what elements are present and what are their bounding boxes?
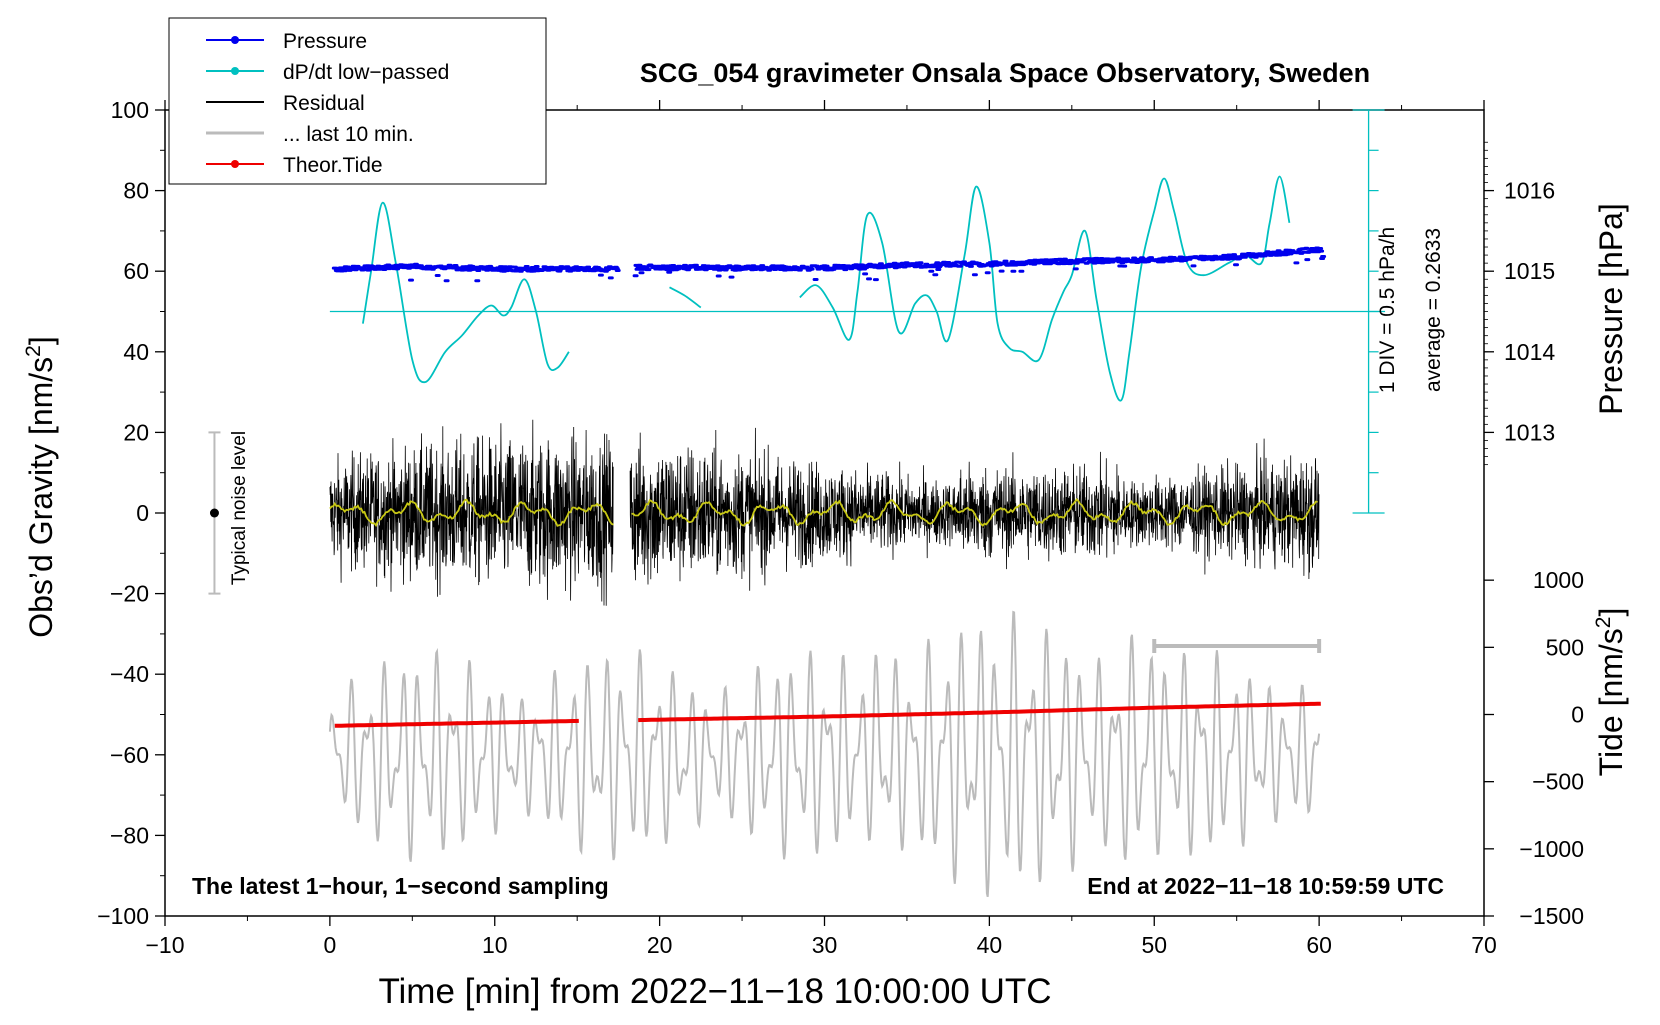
y-tick-label: 40 <box>123 339 149 365</box>
x-tick-label: −10 <box>145 932 184 958</box>
y-axis-label-tide: Tide [nm/s2] <box>1592 608 1629 777</box>
y-tick-label: 0 <box>136 500 149 526</box>
pressure-tick-label: 1014 <box>1504 339 1555 365</box>
legend-label-residual: Residual <box>283 92 365 115</box>
end-time-note: End at 2022−11−18 10:59:59 UTC <box>1087 873 1444 899</box>
y-axis-label-tide-sup: 2 <box>1592 617 1615 629</box>
x-tick-label: 60 <box>1306 932 1332 958</box>
y-tick-label: −60 <box>110 742 149 768</box>
tide-tick-label: 0 <box>1571 702 1584 728</box>
noise-level-label: Typical noise level <box>229 431 250 585</box>
axes-layer: −10 0 10 20 30 40 50 60 70−100−80−60−40−20020406… <box>97 97 1584 958</box>
x-tick-label: 0 <box>323 932 336 958</box>
y-tick-label: −100 <box>97 903 149 929</box>
y-axis-label-gravity-sup: 2 <box>22 345 45 357</box>
pressure-tick-label: 1016 <box>1504 178 1555 204</box>
series-tide-line <box>334 701 1321 728</box>
series-pressure-dots <box>331 246 1327 283</box>
series-layer <box>328 175 1327 898</box>
legend-label-last10: ... last 10 min. <box>283 123 414 146</box>
noise-level-dot <box>209 508 219 518</box>
legend-label-dpdt: dP/dt low−passed <box>283 61 449 84</box>
x-tick-label: 40 <box>977 932 1003 958</box>
x-tick-label: 70 <box>1471 932 1497 958</box>
y-tick-label: −20 <box>110 581 149 607</box>
tide-tick-label: −500 <box>1532 769 1584 795</box>
tide-tick-label: 1000 <box>1533 567 1584 593</box>
dpdt-average-label: average = 0.2633 <box>1422 228 1445 392</box>
chart-title: SCG_054 gravimeter Onsala Space Observat… <box>640 58 1370 88</box>
y-axis-label-tide-tail: ] <box>1593 608 1629 617</box>
x-tick-label: 30 <box>812 932 838 958</box>
annotation-layer <box>208 109 1386 653</box>
tide-tick-label: 500 <box>1546 634 1584 660</box>
series-dpdt-line <box>799 175 1291 402</box>
series-dpdt-line <box>362 201 570 384</box>
series-dpdt-line <box>669 286 702 309</box>
dpdt-scale-label: 1 DIV = 0.5 hPa/h <box>1376 227 1399 393</box>
legend-swatch-marker <box>231 160 239 168</box>
y-tick-label: 100 <box>111 97 149 123</box>
sampling-note: The latest 1−hour, 1−second sampling <box>192 873 609 899</box>
tide-tick-label: −1000 <box>1519 836 1584 862</box>
y-tick-label: −40 <box>110 661 149 687</box>
y-tick-label: −80 <box>110 822 149 848</box>
legend-label-tide: Theor.Tide <box>283 154 383 177</box>
series-residual-smoothed-line <box>329 498 1318 528</box>
y-tick-label: 80 <box>123 178 149 204</box>
x-axis-label: Time [min] from 2022−11−18 10:00:00 UTC <box>378 972 1051 1011</box>
legend: Pressure dP/dt low−passed Residual ... l… <box>168 17 547 185</box>
legend-label-pressure: Pressure <box>283 30 367 53</box>
y-axis-label-pressure: Pressure [hPa] <box>1593 203 1629 415</box>
pressure-tick-label: 1013 <box>1504 419 1555 445</box>
x-tick-label: 50 <box>1141 932 1167 958</box>
y-axis-label-tide-main: Tide [nm/s <box>1593 628 1629 776</box>
legend-swatch-marker <box>231 67 239 75</box>
y-axis-label-gravity-tail: ] <box>23 336 59 345</box>
y-axis-label-gravity-main: Obs’d Gravity [nm/s <box>23 357 59 638</box>
x-tick-label: 10 <box>482 932 508 958</box>
y-tick-label: 20 <box>123 419 149 445</box>
tide-tick-label: −1500 <box>1519 903 1584 929</box>
x-tick-label: 20 <box>647 932 673 958</box>
y-tick-label: 60 <box>123 258 149 284</box>
series-residual-line <box>329 419 1320 606</box>
legend-swatch-marker <box>231 36 239 44</box>
y-axis-label-gravity: Obs’d Gravity [nm/s2] <box>22 336 59 638</box>
pressure-tick-label: 1015 <box>1504 258 1555 284</box>
legend-entries <box>206 36 264 168</box>
